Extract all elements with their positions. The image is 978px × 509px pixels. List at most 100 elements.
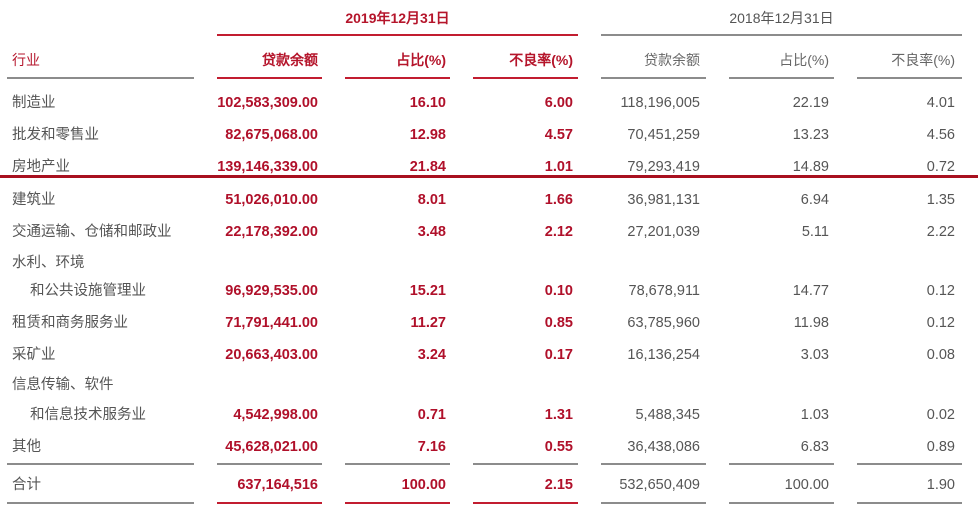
loan-2019: 82,675,068.00 bbox=[225, 127, 318, 143]
industry-name: 批发和零售业 bbox=[12, 127, 99, 143]
industry-name: 交通运输、仓储和邮政业 bbox=[12, 224, 172, 240]
loan-2019: 4,542,998.00 bbox=[233, 407, 318, 423]
table-row: 房地产业 139,146,339.00 21.84 1.01 79,293,41… bbox=[0, 156, 978, 178]
industry-name: 制造业 bbox=[12, 95, 56, 111]
industry-name-line1: 水利、环境 bbox=[12, 255, 85, 271]
pct-2018: 3.03 bbox=[800, 347, 829, 363]
group-header-2019: 2019年12月31日 bbox=[345, 10, 450, 26]
loan-2018: 78,678,911 bbox=[628, 283, 701, 299]
pct-2019: 3.48 bbox=[417, 224, 446, 240]
table-row: 其他 45,628,021.00 7.16 0.55 36,438,086 6.… bbox=[0, 436, 978, 458]
pct-2018: 14.89 bbox=[792, 159, 829, 175]
total-pct-2018: 100.00 bbox=[784, 477, 829, 493]
loan-2018: 63,785,960 bbox=[627, 315, 700, 331]
loan-2018: 36,438,086 bbox=[627, 439, 700, 455]
npl-2019: 2.12 bbox=[544, 224, 573, 240]
pct-2018: 6.94 bbox=[800, 192, 829, 208]
table-row: 交通运输、仓储和邮政业 22,178,392.00 3.48 2.12 27,2… bbox=[0, 221, 978, 243]
group-rule-2018 bbox=[601, 34, 962, 36]
loan-2018: 118,196,005 bbox=[620, 95, 700, 111]
header-rule-industry bbox=[7, 77, 194, 79]
industry-name: 建筑业 bbox=[12, 192, 56, 208]
total-label: 合计 bbox=[12, 477, 41, 493]
pct-2019: 3.24 bbox=[417, 347, 446, 363]
npl-2019: 0.17 bbox=[544, 347, 573, 363]
pct-2019: 8.01 bbox=[417, 192, 446, 208]
bottom-rule bbox=[857, 502, 962, 504]
table-row: 采矿业 20,663,403.00 3.24 0.17 16,136,254 3… bbox=[0, 344, 978, 366]
table-row: 和公共设施管理业 96,929,535.00 15.21 0.10 78,678… bbox=[0, 280, 978, 302]
table-row: 批发和零售业 82,675,068.00 12.98 4.57 70,451,2… bbox=[0, 124, 978, 146]
table-row: 建筑业 51,026,010.00 8.01 1.66 36,981,131 6… bbox=[0, 189, 978, 211]
industry-name-line1: 信息传输、软件 bbox=[12, 377, 114, 393]
npl-2019: 0.55 bbox=[544, 439, 573, 455]
col-header-loan-2019: 贷款余额 bbox=[262, 52, 318, 68]
subtotal-rule bbox=[473, 463, 578, 465]
subtotal-rule bbox=[217, 463, 322, 465]
pct-2018: 1.03 bbox=[800, 407, 829, 423]
npl-2018: 4.01 bbox=[926, 95, 955, 111]
col-header-npl-2018: 不良率(%) bbox=[891, 52, 955, 68]
subtotal-rule bbox=[7, 463, 194, 465]
loan-2018: 70,451,259 bbox=[627, 127, 700, 143]
header-rule-loan-2019 bbox=[217, 77, 322, 79]
total-loan-2019: 637,164,516 bbox=[237, 477, 318, 493]
subtotal-rule bbox=[729, 463, 834, 465]
loan-2018: 5,488,345 bbox=[635, 407, 700, 423]
total-npl-2018: 1.90 bbox=[926, 477, 955, 493]
loan-2018: 79,293,419 bbox=[627, 159, 700, 175]
npl-2018: 0.08 bbox=[926, 347, 955, 363]
pct-2018: 13.23 bbox=[792, 127, 829, 143]
npl-2019: 6.00 bbox=[544, 95, 573, 111]
npl-2018: 0.12 bbox=[926, 283, 955, 299]
industry-name: 和公共设施管理业 bbox=[30, 283, 146, 299]
bottom-rule bbox=[217, 502, 322, 504]
npl-2018: 1.35 bbox=[926, 192, 955, 208]
pct-2019: 12.98 bbox=[409, 127, 446, 143]
subtotal-rule bbox=[857, 463, 962, 465]
col-header-pct-2019: 占比(%) bbox=[396, 52, 446, 68]
industry-name: 采矿业 bbox=[12, 347, 56, 363]
npl-2018: 0.89 bbox=[926, 439, 955, 455]
header-rule-pct-2018 bbox=[729, 77, 834, 79]
table-row-label-line1: 水利、环境 bbox=[0, 252, 978, 274]
table-row: 制造业 102,583,309.00 16.10 6.00 118,196,00… bbox=[0, 92, 978, 114]
pct-2019: 7.16 bbox=[417, 439, 446, 455]
bottom-rule bbox=[473, 502, 578, 504]
pct-2018: 11.98 bbox=[793, 315, 829, 331]
loan-2019: 96,929,535.00 bbox=[225, 283, 318, 299]
npl-2019: 1.66 bbox=[544, 192, 573, 208]
loan-2019: 102,583,309.00 bbox=[217, 95, 318, 111]
loan-2019: 71,791,441.00 bbox=[225, 315, 318, 331]
total-loan-2018: 532,650,409 bbox=[619, 477, 700, 493]
bottom-rule bbox=[729, 502, 834, 504]
pct-2019: 11.27 bbox=[410, 315, 447, 331]
group-header-2018: 2018年12月31日 bbox=[729, 10, 834, 26]
loan-2019: 45,628,021.00 bbox=[225, 439, 318, 455]
subtotal-rule bbox=[601, 463, 706, 465]
pct-2018: 5.11 bbox=[801, 224, 829, 240]
header-rule-loan-2018 bbox=[601, 77, 706, 79]
bottom-rule bbox=[345, 502, 450, 504]
npl-2018: 2.22 bbox=[926, 224, 955, 240]
npl-2018: 0.72 bbox=[926, 159, 955, 175]
header-rule-npl-2018 bbox=[857, 77, 962, 79]
pct-2019: 21.84 bbox=[409, 159, 446, 175]
bottom-rule bbox=[601, 502, 706, 504]
total-npl-2019: 2.15 bbox=[544, 477, 573, 493]
loan-2018: 27,201,039 bbox=[627, 224, 700, 240]
pct-2018: 22.19 bbox=[792, 95, 829, 111]
table-row-label-line1: 信息传输、软件 bbox=[0, 374, 978, 396]
industry-name: 房地产业 bbox=[12, 159, 70, 175]
col-header-industry: 行业 bbox=[12, 52, 40, 68]
npl-2019: 1.01 bbox=[544, 159, 573, 175]
npl-2018: 0.12 bbox=[926, 315, 955, 331]
total-pct-2019: 100.00 bbox=[401, 477, 446, 493]
pct-2019: 16.10 bbox=[409, 95, 446, 111]
industry-name: 和信息技术服务业 bbox=[30, 407, 146, 423]
table-row: 租赁和商务服务业 71,791,441.00 11.27 0.85 63,785… bbox=[0, 312, 978, 334]
bottom-rule bbox=[7, 502, 194, 504]
npl-2019: 1.31 bbox=[544, 407, 573, 423]
col-header-pct-2018: 占比(%) bbox=[779, 52, 829, 68]
group-rule-2019 bbox=[217, 34, 578, 36]
